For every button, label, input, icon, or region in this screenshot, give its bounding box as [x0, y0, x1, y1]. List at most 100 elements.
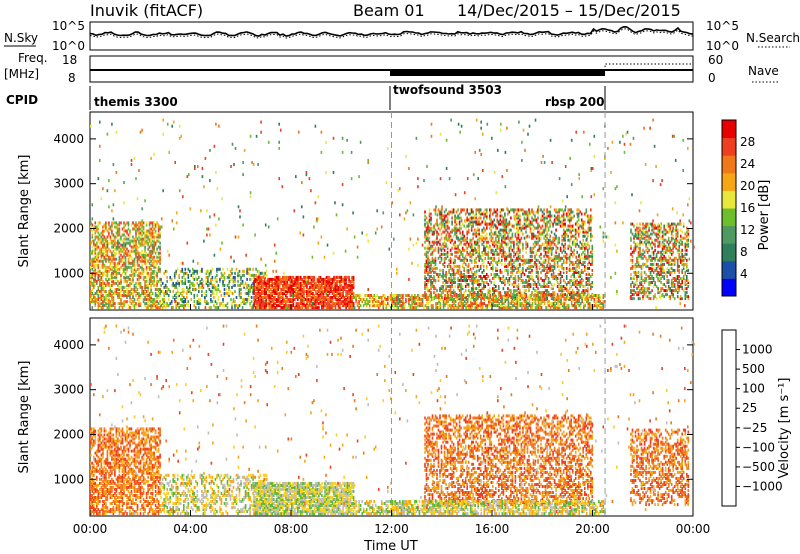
power-cell-2948	[452, 234, 455, 238]
power-cell-2579	[425, 270, 428, 274]
power-cell-2137	[319, 296, 322, 299]
power-cell-2605	[427, 264, 429, 268]
nsky-series-line	[89, 25, 694, 37]
power-cell-1738	[271, 294, 273, 297]
power-cell-3444	[490, 266, 493, 270]
power-cell-339	[111, 277, 113, 281]
power-cell-2076	[312, 294, 314, 297]
power-cell-4010	[532, 279, 535, 282]
power-cell-1685	[263, 283, 266, 287]
power-cell-1940	[295, 285, 298, 289]
power-cell-1905	[291, 285, 293, 289]
power-cell-408	[115, 281, 118, 285]
power-cell-455	[118, 285, 121, 289]
power-cell-3785	[514, 218, 517, 222]
power-cell-1787	[277, 296, 279, 299]
power-cell-1207	[183, 288, 185, 291]
power-cell-324	[109, 255, 112, 259]
power-cell-785	[141, 288, 143, 291]
power-cell-4203	[546, 220, 548, 224]
power-cell-3702	[508, 240, 511, 244]
power-cell-4107	[540, 256, 542, 260]
power-cell-2595	[425, 228, 428, 232]
power-cell-1125	[166, 304, 168, 308]
frequency-dense-block	[390, 69, 605, 76]
power-cell-2993	[455, 220, 458, 224]
power-cell-2322	[340, 288, 343, 291]
power-cell-1841	[283, 283, 286, 287]
power-cell-2950	[452, 226, 455, 230]
power-cell-3562	[499, 279, 502, 282]
power-cell-784	[141, 290, 143, 293]
power-cell-3927	[525, 218, 527, 222]
power-cell-592	[127, 275, 130, 279]
power-cell-1268	[196, 271, 199, 275]
power-cell-865	[145, 257, 148, 261]
power-cell-2342	[343, 298, 346, 301]
power-cell-2167	[322, 296, 325, 299]
power-cell-2842	[445, 275, 447, 278]
power-cell-1310	[207, 277, 209, 281]
power-cell-18	[91, 298, 94, 301]
power-cell-184	[102, 306, 104, 310]
power-cell-766	[139, 283, 142, 287]
power-cell-3655	[505, 256, 508, 260]
power-cell-1517	[252, 288, 254, 291]
power-cell-1853	[285, 285, 287, 289]
power-cell-2408	[351, 298, 353, 301]
power-cell-4416	[562, 246, 565, 250]
power-cell-3769	[513, 208, 515, 212]
power-cell-2862	[446, 254, 449, 258]
power-cell-1231	[187, 273, 190, 277]
power-cell-761	[139, 304, 142, 308]
power-cell-1163	[175, 292, 177, 295]
power-cell-3441	[489, 208, 491, 212]
power-cell-4247	[549, 216, 551, 220]
power-cell-716	[136, 298, 139, 301]
power-cell-2031	[306, 283, 308, 287]
power-cell-1947	[297, 304, 299, 308]
power-cell-1713	[268, 298, 270, 301]
power-cell-4561	[573, 266, 575, 270]
power-cell-2204	[327, 300, 329, 304]
power-cell-2255	[333, 302, 335, 306]
power-cell-4832	[396, 296, 398, 299]
power-cell-1728	[269, 294, 272, 297]
power-cell-3398	[486, 242, 488, 246]
power-cell-1571	[262, 273, 265, 277]
power-cell-2164	[322, 302, 325, 306]
power-cell-4404	[562, 295, 565, 299]
power-cell-2663	[430, 244, 432, 248]
power-cell-2344	[343, 288, 346, 291]
power-cell-2496	[382, 300, 385, 304]
power-cell-2351	[345, 306, 347, 310]
power-cell-1951	[297, 294, 299, 297]
power-cell-2988	[455, 232, 458, 236]
power-cell-2285	[336, 288, 338, 291]
power-cell-3185	[470, 228, 473, 232]
power-cell-2085	[313, 304, 316, 308]
power-cell-712	[135, 229, 137, 233]
power-cell-1987	[301, 306, 304, 310]
power-cell-736	[138, 300, 140, 304]
power-cell-1366	[219, 304, 221, 308]
power-cell-4229	[547, 214, 550, 218]
power-cell-2870	[446, 226, 449, 230]
power-cell-1105	[161, 302, 164, 306]
power-cell-1069	[157, 245, 160, 249]
power-cell-48	[93, 273, 95, 277]
power-cell-3527	[496, 260, 499, 264]
power-cell-3324	[479, 212, 482, 216]
power-cell-3330	[481, 287, 483, 291]
power-cell-91	[96, 298, 98, 301]
power-cell-1326	[210, 277, 212, 281]
power-cell-2480	[376, 300, 378, 304]
power-cell-3804	[516, 224, 518, 228]
power-cell-1026	[154, 243, 157, 247]
power-cell-1240	[190, 292, 193, 295]
power-cell-125	[97, 255, 100, 259]
power-cell-2607	[427, 258, 429, 262]
power-cell-3157	[469, 258, 471, 262]
power-cell-3898	[523, 285, 526, 288]
power-cell-329	[109, 227, 112, 231]
